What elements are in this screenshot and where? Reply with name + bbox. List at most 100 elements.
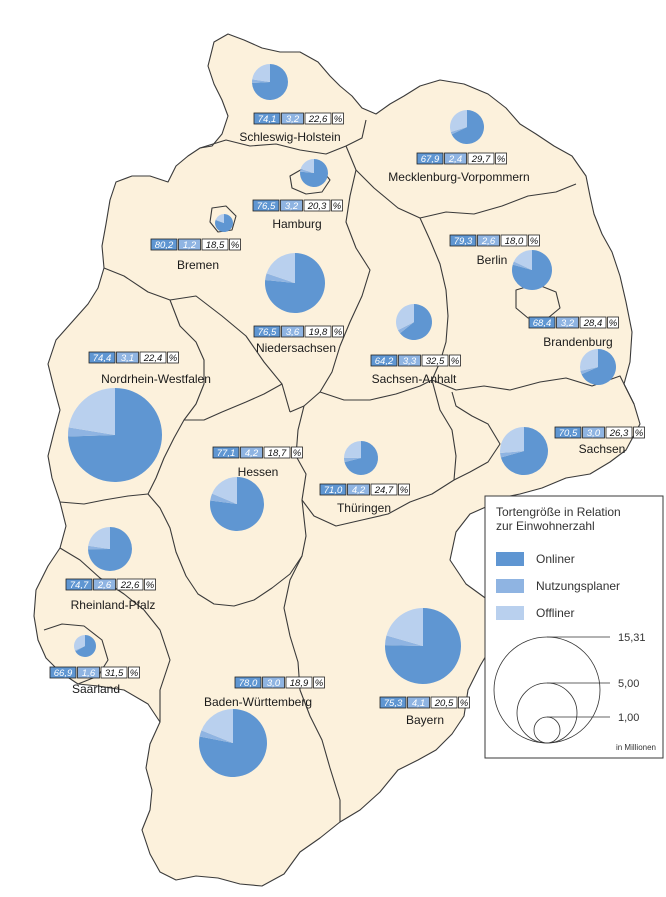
- value-box-rheinland-pfalz-unit: [144, 578, 156, 591]
- pie-slice-sachsen-anhalt-onliner: [399, 304, 433, 340]
- value-box-hamburg-offliner: [303, 199, 331, 212]
- value-unit-saarland: %: [130, 668, 139, 679]
- value-box-rheinland-pfalz-offliner: [116, 578, 144, 591]
- value-box-saarland-nutzungsplaner: [77, 666, 100, 679]
- value-box-berlin-onliner: [449, 234, 477, 247]
- value-box-mecklenburg-vorpommern-unit: [495, 152, 507, 165]
- pie-slice-berlin-nutzungsplaner: [512, 261, 532, 270]
- value-box-niedersachsen-nutzungsplaner: [281, 325, 304, 338]
- value-unit-sachsen-anhalt: %: [451, 356, 460, 367]
- value-box-sachsen-onliner: [554, 426, 582, 439]
- pie-slice-bayern-nutzungsplaner: [385, 635, 423, 646]
- value-box-niedersachsen-onliner: [253, 325, 281, 338]
- value-text-baden-wuerttemberg-nutzungsplaner: 3,0: [267, 678, 281, 689]
- value-text-berlin-offliner: 18,0: [505, 236, 524, 247]
- value-text-saarland-offliner: 31,5: [105, 668, 124, 679]
- value-unit-bayern: %: [460, 698, 469, 709]
- value-box-hessen-nutzungsplaner: [240, 446, 263, 459]
- value-box-sachsen-unit: [633, 426, 645, 439]
- pie-slice-berlin-onliner: [511, 250, 552, 291]
- value-label-bremen: 80,2 1,2 18,5%: [150, 238, 241, 251]
- value-unit-bremen: %: [231, 240, 240, 251]
- value-label-rheinland-pfalz: 74,7 2,6 22,6%: [65, 578, 156, 591]
- value-box-nordrhein-westfalen-unit: [167, 351, 179, 364]
- pie-slice-sachsen-anhalt-nutzungsplaner: [397, 322, 414, 334]
- value-label-berlin: 79,3 2,6 18,0%: [449, 234, 540, 247]
- value-box-sachsen-nutzungsplaner: [582, 426, 605, 439]
- value-text-nordrhein-westfalen-nutzungsplaner: 3,1: [121, 353, 134, 364]
- value-box-bremen-onliner: [150, 238, 178, 251]
- value-box-hessen-onliner: [212, 446, 240, 459]
- value-box-schleswig-holstein-onliner: [253, 112, 281, 125]
- value-text-sachsen-offliner: 26,3: [609, 428, 629, 439]
- pie-slice-schleswig-holstein-offliner: [252, 64, 270, 82]
- pie-slice-mecklenburg-vorpommern-nutzungsplaner: [450, 127, 467, 135]
- value-box-niedersachsen-offliner: [304, 325, 332, 338]
- state-name-baden-wuerttemberg: Baden-Württemberg: [204, 695, 312, 709]
- pie-slice-niedersachsen-offliner: [266, 253, 295, 283]
- pie-slice-hessen-offliner: [212, 477, 237, 504]
- pie-slice-mecklenburg-vorpommern-onliner: [451, 110, 484, 144]
- value-text-hessen-offliner: 18,7: [268, 448, 287, 459]
- value-unit-hamburg: %: [333, 201, 342, 212]
- value-box-nordrhein-westfalen-offliner: [139, 351, 167, 364]
- value-unit-mecklenburg-vorpommern: %: [497, 154, 506, 165]
- state-name-sachsen: Sachsen: [579, 442, 626, 456]
- value-box-nordrhein-westfalen-nutzungsplaner: [116, 351, 139, 364]
- value-text-saarland-onliner: 66,9: [54, 668, 73, 679]
- value-label-sachsen-anhalt: 64,2 3,3 32,5%: [370, 354, 461, 367]
- value-labels: 74,1 3,2 22,6 % Schleswig-Holstein 67,9 2,4 29,…: [49, 112, 645, 727]
- value-text-hessen-onliner: 77,1: [217, 448, 236, 459]
- pie-slice-hamburg-nutzungsplaner: [300, 168, 314, 173]
- pie-slice-saarland-onliner: [75, 635, 96, 657]
- value-box-berlin-offliner: [500, 234, 528, 247]
- value-unit-brandenburg: %: [609, 318, 618, 329]
- pie-slice-thueringen-nutzungsplaner: [343, 457, 361, 463]
- pie-slice-rheinland-pfalz-nutzungsplaner: [87, 545, 110, 550]
- pie-slice-mecklenburg-vorpommern-offliner: [450, 110, 467, 132]
- pie-slice-hessen-onliner: [209, 477, 264, 531]
- value-box-hessen-offliner: [263, 446, 291, 459]
- value-text-bayern-onliner: 75,3: [384, 698, 403, 709]
- value-box-baden-wuerttemberg-offliner: [285, 676, 313, 689]
- value-box-mecklenburg-vorpommern-nutzungsplaner: [444, 152, 467, 165]
- value-text-nordrhein-westfalen-onliner: 74,4: [93, 353, 112, 364]
- state-name-schleswig-holstein: Schleswig-Holstein: [239, 130, 340, 144]
- state-name-rheinland-pfalz: Rheinland-Pfalz: [71, 598, 156, 612]
- pie-charts: [68, 64, 617, 778]
- pie-slice-saarland-offliner: [73, 635, 85, 651]
- value-text-hessen-nutzungsplaner: 4,2: [245, 448, 259, 459]
- state-name-niedersachsen: Niedersachsen: [256, 341, 336, 355]
- value-text-schleswig-holstein-onliner: 74,1: [258, 114, 277, 125]
- pie-slice-brandenburg-onliner: [581, 349, 617, 386]
- value-box-saarland-unit: [128, 666, 140, 679]
- value-label-baden-wuerttemberg: 78,0 3,0 18,9%: [234, 676, 325, 689]
- pie-slice-nordrhein-westfalen-nutzungsplaner: [68, 427, 115, 437]
- value-box-bayern-nutzungsplaner: [407, 696, 430, 709]
- pie-slice-hessen-nutzungsplaner: [210, 493, 237, 504]
- legend: Tortengröße in Relation zur Einwohnerzah…: [484, 495, 664, 759]
- pie-slice-saarland-nutzungsplaner: [74, 646, 85, 652]
- legend-label-onliner: Onliner: [536, 552, 575, 566]
- pie-slice-schleswig-holstein-onliner: [252, 64, 288, 101]
- pie-slice-sachsen-nutzungsplaner: [500, 451, 524, 458]
- pie-slice-baden-wuerttemberg-offliner: [201, 709, 233, 743]
- value-box-saarland-onliner: [49, 666, 77, 679]
- value-text-mecklenburg-vorpommern-nutzungsplaner: 2,4: [448, 154, 462, 165]
- value-text-bremen-onliner: 80,2: [155, 240, 174, 251]
- pie-slice-baden-wuerttemberg-onliner: [198, 709, 267, 778]
- value-box-brandenburg-unit: [607, 316, 619, 329]
- state-name-hamburg: Hamburg: [272, 217, 321, 231]
- pie-slice-niedersachsen-onliner: [265, 253, 326, 313]
- value-text-hamburg-offliner: 20,3: [307, 201, 327, 212]
- value-box-saarland-offliner: [100, 666, 128, 679]
- pie-slice-nordrhein-westfalen-offliner: [68, 388, 115, 435]
- value-unit-baden-wuerttemberg: %: [315, 678, 324, 689]
- pie-slice-bremen-nutzungsplaner: [215, 219, 224, 223]
- legend-frame: [484, 495, 664, 759]
- pie-slice-thueringen-offliner: [344, 441, 361, 458]
- value-box-bremen-offliner: [201, 238, 229, 251]
- value-box-bremen-unit: [229, 238, 241, 251]
- value-text-berlin-nutzungsplaner: 2,6: [481, 236, 496, 247]
